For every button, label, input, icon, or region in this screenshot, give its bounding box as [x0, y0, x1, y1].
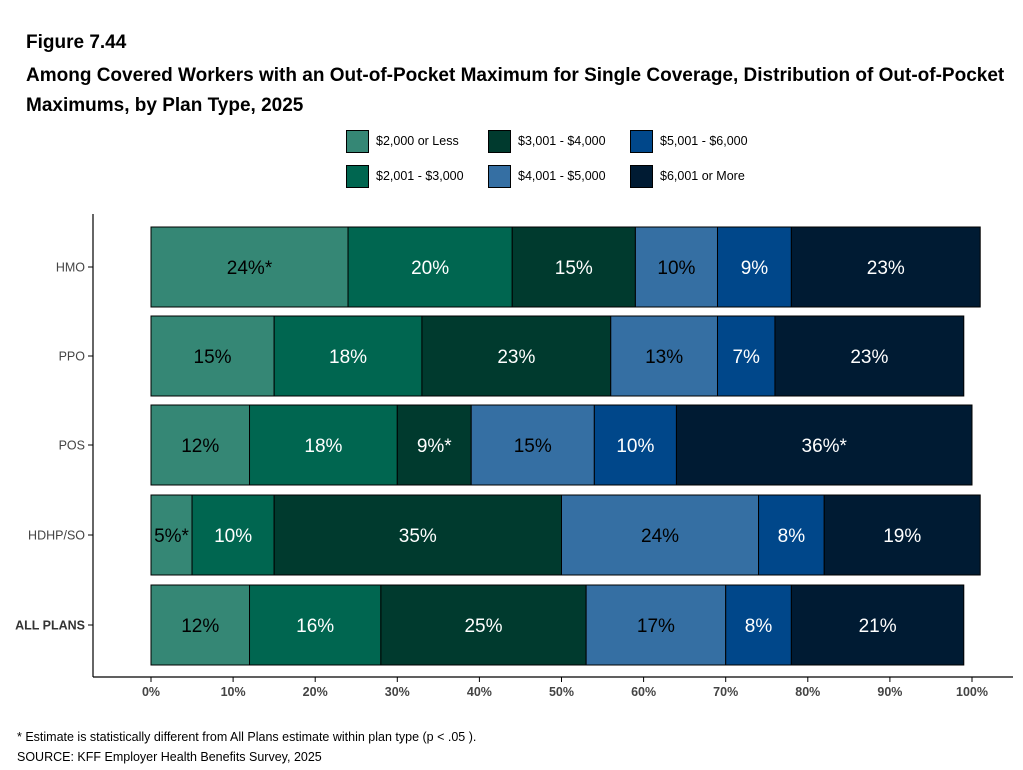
- bar-value-label: 17%: [637, 616, 675, 637]
- y-tick-label: HMO: [56, 261, 85, 275]
- bar-segment: [273, 494, 562, 576]
- bar-value-label: 21%: [859, 616, 897, 637]
- legend-label: $5,001 - $6,000: [660, 134, 748, 148]
- legend-item: $4,001 - $5,000: [488, 163, 606, 189]
- legend-label: $4,001 - $5,000: [518, 169, 606, 183]
- legend-swatch: [488, 129, 511, 153]
- bar-segment: [774, 315, 965, 397]
- bar-segment: [790, 584, 965, 666]
- bar-segment: [191, 494, 275, 576]
- bar-segment: [470, 404, 595, 486]
- bar-segment: [823, 494, 981, 576]
- footnote: * Estimate is statistically different fr…: [17, 730, 477, 744]
- bar-segment: [585, 584, 727, 666]
- bar-value-label: 15%: [555, 258, 593, 279]
- bar-segment: [249, 404, 398, 486]
- legend-swatch: [346, 129, 369, 153]
- bar-value-label: 16%: [296, 616, 334, 637]
- x-tick-label: 40%: [467, 685, 492, 699]
- bar-value-label: 23%: [497, 347, 535, 368]
- bar-value-label: 12%: [181, 616, 219, 637]
- bar-value-label: 5%*: [154, 526, 189, 547]
- legend-item: $6,001 or More: [630, 163, 745, 189]
- bar-value-label: 9%: [741, 258, 769, 279]
- x-tick-label: 70%: [713, 685, 738, 699]
- legend-swatch: [630, 164, 653, 188]
- bar-value-label: 20%: [411, 258, 449, 279]
- legend-item: $5,001 - $6,000: [630, 128, 748, 154]
- bar-value-label: 12%: [181, 436, 219, 457]
- x-tick-label: 90%: [877, 685, 902, 699]
- bar-segment: [610, 315, 718, 397]
- bar-value-label: 23%: [850, 347, 888, 368]
- bar-value-label: 9%*: [417, 436, 452, 457]
- bar-value-label: 24%*: [227, 258, 273, 279]
- bar-segment: [396, 404, 472, 486]
- bar-segment: [716, 315, 776, 397]
- bar-segment: [273, 315, 423, 397]
- bar-segment: [249, 584, 382, 666]
- bar-value-label: 10%: [214, 526, 252, 547]
- x-tick-label: 80%: [795, 685, 820, 699]
- bar-segment: [634, 226, 718, 308]
- legend-swatch: [630, 129, 653, 153]
- chart-title: Among Covered Workers with an Out-of-Poc…: [26, 65, 1005, 116]
- bar-segment: [421, 315, 612, 397]
- x-tick-label: 50%: [549, 685, 574, 699]
- bar-segment: [150, 584, 251, 666]
- y-tick-label: POS: [59, 439, 85, 453]
- x-tick-label: 0%: [142, 685, 160, 699]
- bar-value-label: 10%: [616, 436, 654, 457]
- bar-segment: [675, 404, 973, 486]
- bar-segment: [716, 226, 792, 308]
- bar-value-label: 25%: [464, 616, 502, 637]
- bar-value-label: 35%: [399, 526, 437, 547]
- bar-value-label: 19%: [883, 526, 921, 547]
- bar-value-label: 15%: [514, 436, 552, 457]
- bar-segment: [725, 584, 792, 666]
- bar-segment: [790, 226, 981, 308]
- x-tick-label: 100%: [956, 685, 988, 699]
- x-tick-label: 10%: [221, 685, 246, 699]
- bar-segment: [380, 584, 587, 666]
- bar-segment: [150, 315, 275, 397]
- legend-swatch: [346, 164, 369, 188]
- bar-value-label: 15%: [194, 347, 232, 368]
- legend: $2,000 or Less $2,001 - $3,000 $3,001 - $4…: [346, 128, 806, 192]
- bar-value-label: 36%*: [802, 436, 848, 457]
- bar-value-label: 8%: [778, 526, 806, 547]
- bar-segment: [150, 404, 251, 486]
- bar-segment: [511, 226, 636, 308]
- bar-value-label: 8%: [745, 616, 773, 637]
- bar-value-label: 23%: [867, 258, 905, 279]
- bar-value-label: 10%: [657, 258, 695, 279]
- bar-value-label: 18%: [304, 436, 342, 457]
- y-tick-label: ALL PLANS: [15, 619, 85, 633]
- legend-label: $2,000 or Less: [376, 134, 459, 148]
- legend-item: $2,000 or Less: [346, 128, 459, 154]
- legend-label: $6,001 or More: [660, 169, 745, 183]
- legend-item: $3,001 - $4,000: [488, 128, 606, 154]
- figure-label: Figure 7.44: [26, 32, 127, 53]
- bar-value-label: 13%: [645, 347, 683, 368]
- x-tick-label: 30%: [385, 685, 410, 699]
- legend-item: $2,001 - $3,000: [346, 163, 464, 189]
- x-tick-label: 20%: [303, 685, 328, 699]
- bar-segment: [593, 404, 677, 486]
- bar-value-label: 7%: [732, 347, 760, 368]
- legend-swatch: [488, 164, 511, 188]
- x-tick-label: 60%: [631, 685, 656, 699]
- bar-value-label: 18%: [329, 347, 367, 368]
- stacked-bar-chart: 24%* 20% 15% 10% 9% 23% HMO 15% 18% 23% 13% 7% 23% PP…: [15, 214, 1013, 699]
- y-tick-label: PPO: [59, 350, 86, 364]
- bar-segment: [758, 494, 825, 576]
- bar-value-label: 24%: [641, 526, 679, 547]
- legend-label: $3,001 - $4,000: [518, 134, 606, 148]
- bar-segment: [347, 226, 513, 308]
- source-note: SOURCE: KFF Employer Health Benefits Sur…: [17, 750, 322, 764]
- bar-segment: [150, 226, 349, 308]
- y-tick-label: HDHP/SO: [28, 529, 85, 543]
- legend-label: $2,001 - $3,000: [376, 169, 464, 183]
